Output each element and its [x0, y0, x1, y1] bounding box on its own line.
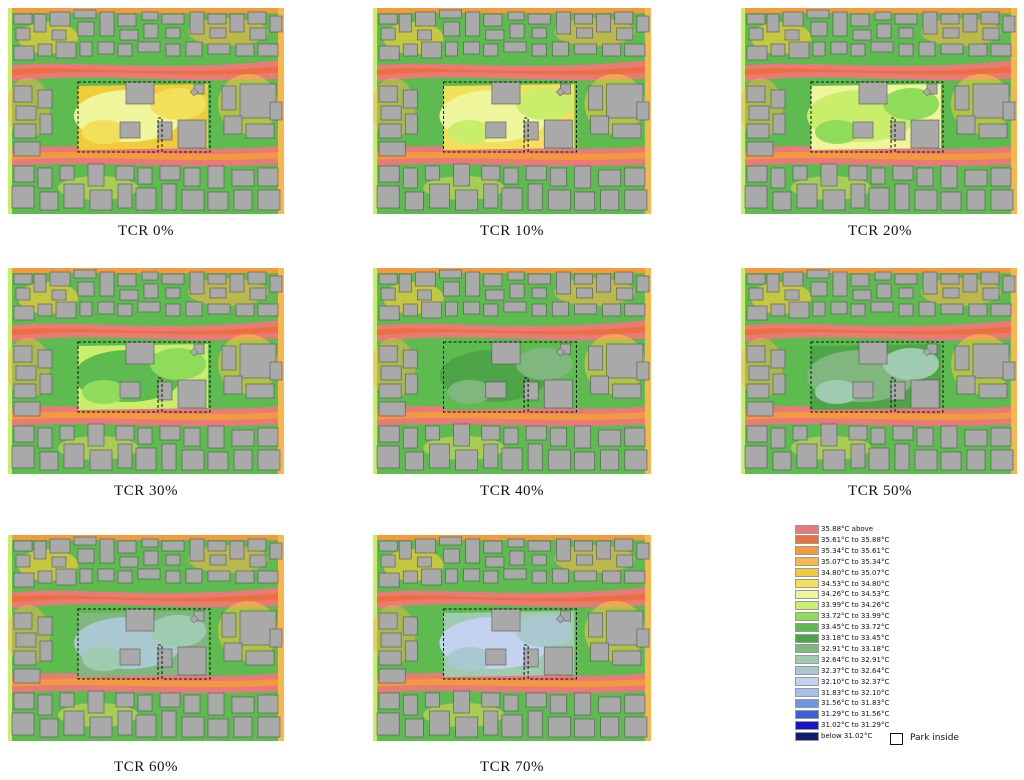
legend-item: 35.61°C to 35.88°C: [795, 535, 889, 545]
legend-swatch: [795, 524, 819, 534]
legend-label: 32.91°C to 33.18°C: [821, 644, 890, 653]
thermal-map-svg: [8, 535, 284, 741]
thermal-map: [8, 268, 284, 474]
legend-label: 35.07°C to 35.34°C: [821, 557, 890, 566]
legend-swatch: [795, 600, 819, 610]
legend-swatch: [795, 709, 819, 719]
thermal-map: [373, 268, 651, 474]
panel-caption: TCR 0%: [118, 223, 174, 239]
thermal-map-svg: [373, 535, 651, 741]
thermal-map-svg: [741, 268, 1017, 474]
legend-item: 35.07°C to 35.34°C: [795, 557, 889, 567]
thermal-map: [373, 8, 651, 214]
legend-item: 34.53°C to 34.80°C: [795, 579, 889, 589]
panel-caption: TCR 40%: [480, 483, 544, 499]
legend-label: 34.53°C to 34.80°C: [821, 579, 890, 588]
legend-swatch: [795, 579, 819, 588]
panel-caption: TCR 10%: [480, 223, 544, 239]
legend-label: 32.64°C to 32.91°C: [821, 655, 890, 664]
legend-label: 33.99°C to 34.26°C: [821, 601, 890, 610]
legend-swatch: [795, 622, 819, 632]
thermal-map: [373, 535, 651, 741]
legend-swatch: [795, 731, 819, 741]
legend-item: 33.99°C to 34.26°C: [795, 600, 889, 610]
legend-item: 31.29°C to 31.56°C: [795, 709, 889, 719]
legend-label: below 31.02°C: [821, 732, 873, 741]
thermal-map-svg: [8, 8, 284, 214]
panel-caption: TCR 50%: [848, 483, 912, 499]
thermal-map-svg: [373, 268, 651, 474]
legend-label: 35.88°C above: [821, 525, 874, 533]
panel-caption: TCR 20%: [848, 223, 912, 239]
thermal-map: [741, 268, 1017, 474]
legend-item: 35.34°C to 35.61°C: [795, 546, 889, 556]
legend-swatch: [795, 589, 819, 599]
legend-item: 31.83°C to 32.10°C: [795, 688, 889, 698]
thermal-map-svg: [8, 268, 284, 474]
thermal-map: [741, 8, 1017, 214]
legend-swatch: [795, 698, 819, 708]
legend-item: 32.64°C to 32.91°C: [795, 655, 889, 665]
legend-item: 34.80°C to 35.07°C: [795, 568, 889, 578]
legend-item: 32.37°C to 32.64°C: [795, 666, 889, 676]
legend-label: 31.02°C to 31.29°C: [821, 721, 890, 730]
thermal-map: [8, 8, 284, 214]
legend-item: 31.56°C to 31.83°C: [795, 698, 889, 708]
legend-swatch: [795, 655, 819, 665]
legend-item: 33.18°C to 33.45°C: [795, 633, 889, 643]
legend-swatch: [795, 557, 819, 567]
legend-item: 33.45°C to 33.72°C: [795, 622, 889, 632]
legend-swatch: [795, 568, 819, 578]
legend-swatch: [795, 644, 819, 654]
thermal-map: [8, 535, 284, 741]
legend-item: 34.26°C to 34.53°C: [795, 589, 889, 599]
panel-caption: TCR 70%: [480, 759, 544, 775]
legend-label: 33.18°C to 33.45°C: [821, 634, 890, 642]
legend-label: 31.29°C to 31.56°C: [821, 710, 890, 719]
legend-swatch: [795, 688, 819, 697]
legend-label: 31.83°C to 32.10°C: [821, 688, 890, 697]
legend-label: 31.56°C to 31.83°C: [821, 699, 890, 708]
legend-swatch: [795, 666, 819, 676]
legend-label: 33.72°C to 33.99°C: [821, 612, 890, 621]
legend-swatch: [795, 535, 819, 545]
legend-item: 35.88°C above: [795, 524, 873, 534]
legend-swatch: [795, 546, 819, 556]
legend-item: 33.72°C to 33.99°C: [795, 611, 889, 621]
legend-label: 34.80°C to 35.07°C: [821, 568, 890, 577]
thermal-map-svg: [373, 8, 651, 214]
legend-item: 32.10°C to 32.37°C: [795, 677, 889, 687]
legend-swatch: [795, 720, 819, 730]
legend-item: below 31.02°C: [795, 731, 872, 741]
legend-label: 35.34°C to 35.61°C: [821, 546, 890, 555]
legend-item: 31.02°C to 31.29°C: [795, 720, 889, 730]
thermal-map-svg: [741, 8, 1017, 214]
legend-label: 34.26°C to 34.53°C: [821, 590, 890, 599]
legend-label: 33.45°C to 33.72°C: [821, 623, 890, 632]
legend-swatch: [795, 677, 819, 687]
park-inside-label: Park inside: [910, 733, 959, 743]
panel-caption: TCR 60%: [114, 759, 178, 775]
panel-caption: TCR 30%: [114, 483, 178, 499]
park-inside-swatch: [890, 733, 903, 745]
legend-item: 32.91°C to 33.18°C: [795, 644, 889, 654]
legend-label: 32.10°C to 32.37°C: [821, 677, 890, 686]
legend-label: 32.37°C to 32.64°C: [821, 666, 890, 675]
legend-label: 35.61°C to 35.88°C: [821, 535, 890, 544]
legend-swatch: [795, 611, 819, 621]
legend-swatch: [795, 633, 819, 643]
